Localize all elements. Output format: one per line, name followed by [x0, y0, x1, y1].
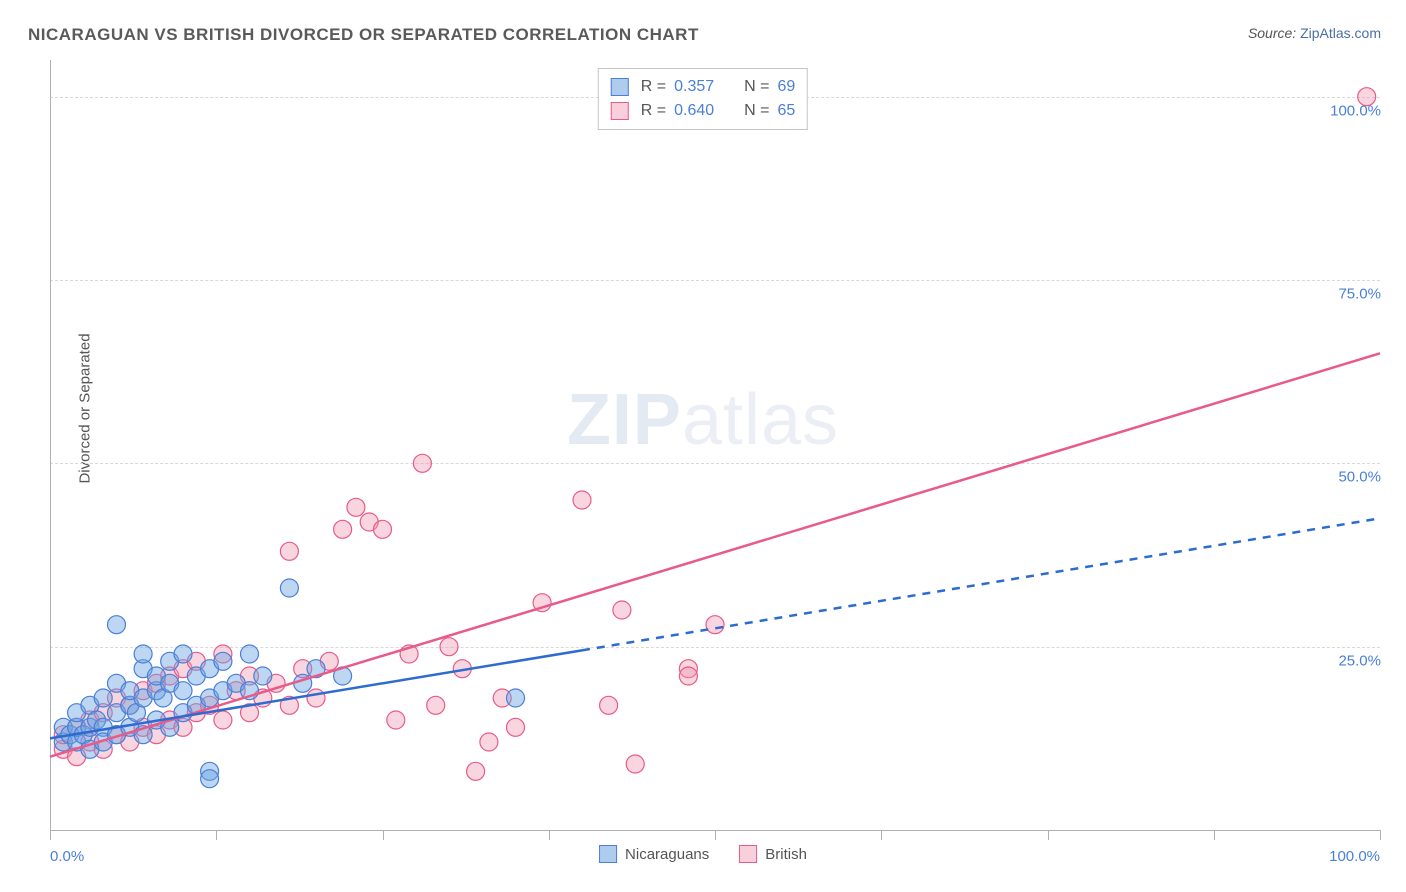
x-tick	[1048, 830, 1049, 840]
x-tick-label: 0.0%	[50, 848, 84, 865]
legend-stats-row-pink: R = 0.640 N = 65	[611, 99, 795, 123]
data-point	[480, 733, 498, 751]
data-point	[94, 689, 112, 707]
plot-svg	[50, 60, 1380, 830]
data-point	[174, 682, 192, 700]
data-point	[413, 454, 431, 472]
legend-series: Nicaraguans British	[599, 845, 807, 863]
x-tick	[881, 830, 882, 840]
source-label: Source:	[1248, 25, 1300, 41]
data-point	[214, 711, 232, 729]
source-attribution: Source: ZipAtlas.com	[1248, 25, 1381, 41]
data-point	[600, 696, 618, 714]
data-point	[280, 579, 298, 597]
x-tick	[216, 830, 217, 840]
legend-label-pink: British	[765, 846, 807, 863]
data-point	[573, 491, 591, 509]
data-point	[214, 652, 232, 670]
legend-item-british: British	[739, 845, 807, 863]
x-tick	[549, 830, 550, 840]
chart-container: NICARAGUAN VS BRITISH DIVORCED OR SEPARA…	[0, 0, 1406, 892]
data-point	[467, 762, 485, 780]
data-point	[201, 770, 219, 788]
x-tick	[50, 830, 51, 840]
regression-lines	[50, 353, 1380, 756]
source-link[interactable]: ZipAtlas.com	[1300, 25, 1381, 41]
legend-stats: R = 0.357 N = 69 R = 0.640 N = 65	[598, 68, 808, 130]
x-tick	[1214, 830, 1215, 840]
n-value-pink: 65	[777, 99, 795, 123]
data-point	[613, 601, 631, 619]
swatch-pink	[739, 845, 757, 863]
r-value-blue: 0.357	[674, 75, 728, 99]
swatch-pink	[611, 102, 629, 120]
x-tick	[383, 830, 384, 840]
data-point	[334, 520, 352, 538]
data-point	[254, 667, 272, 685]
data-point	[706, 616, 724, 634]
r-label: R =	[641, 99, 666, 123]
r-label: R =	[641, 75, 666, 99]
data-point	[1358, 88, 1376, 106]
data-point	[174, 645, 192, 663]
data-point	[134, 645, 152, 663]
data-point	[440, 638, 458, 656]
n-label: N =	[744, 75, 769, 99]
x-tick	[1380, 830, 1381, 840]
r-value-pink: 0.640	[674, 99, 728, 123]
data-point	[427, 696, 445, 714]
legend-stats-row-blue: R = 0.357 N = 69	[611, 75, 795, 99]
data-point	[387, 711, 405, 729]
x-tick	[715, 830, 716, 840]
data-point	[108, 616, 126, 634]
data-point	[679, 667, 697, 685]
data-point	[241, 645, 259, 663]
chart-title: NICARAGUAN VS BRITISH DIVORCED OR SEPARA…	[28, 25, 699, 45]
data-point	[626, 755, 644, 773]
swatch-blue	[611, 78, 629, 96]
legend-item-nicaraguans: Nicaraguans	[599, 845, 709, 863]
n-value-blue: 69	[777, 75, 795, 99]
data-point	[307, 689, 325, 707]
data-point	[347, 498, 365, 516]
data-point	[374, 520, 392, 538]
swatch-blue	[599, 845, 617, 863]
legend-label-blue: Nicaraguans	[625, 846, 709, 863]
regression-line	[50, 353, 1380, 756]
data-point	[507, 689, 525, 707]
regression-line	[582, 518, 1380, 650]
x-tick-label: 100.0%	[1329, 848, 1380, 865]
data-point	[507, 718, 525, 736]
data-point	[280, 542, 298, 560]
british-points	[54, 88, 1375, 781]
n-label: N =	[744, 99, 769, 123]
